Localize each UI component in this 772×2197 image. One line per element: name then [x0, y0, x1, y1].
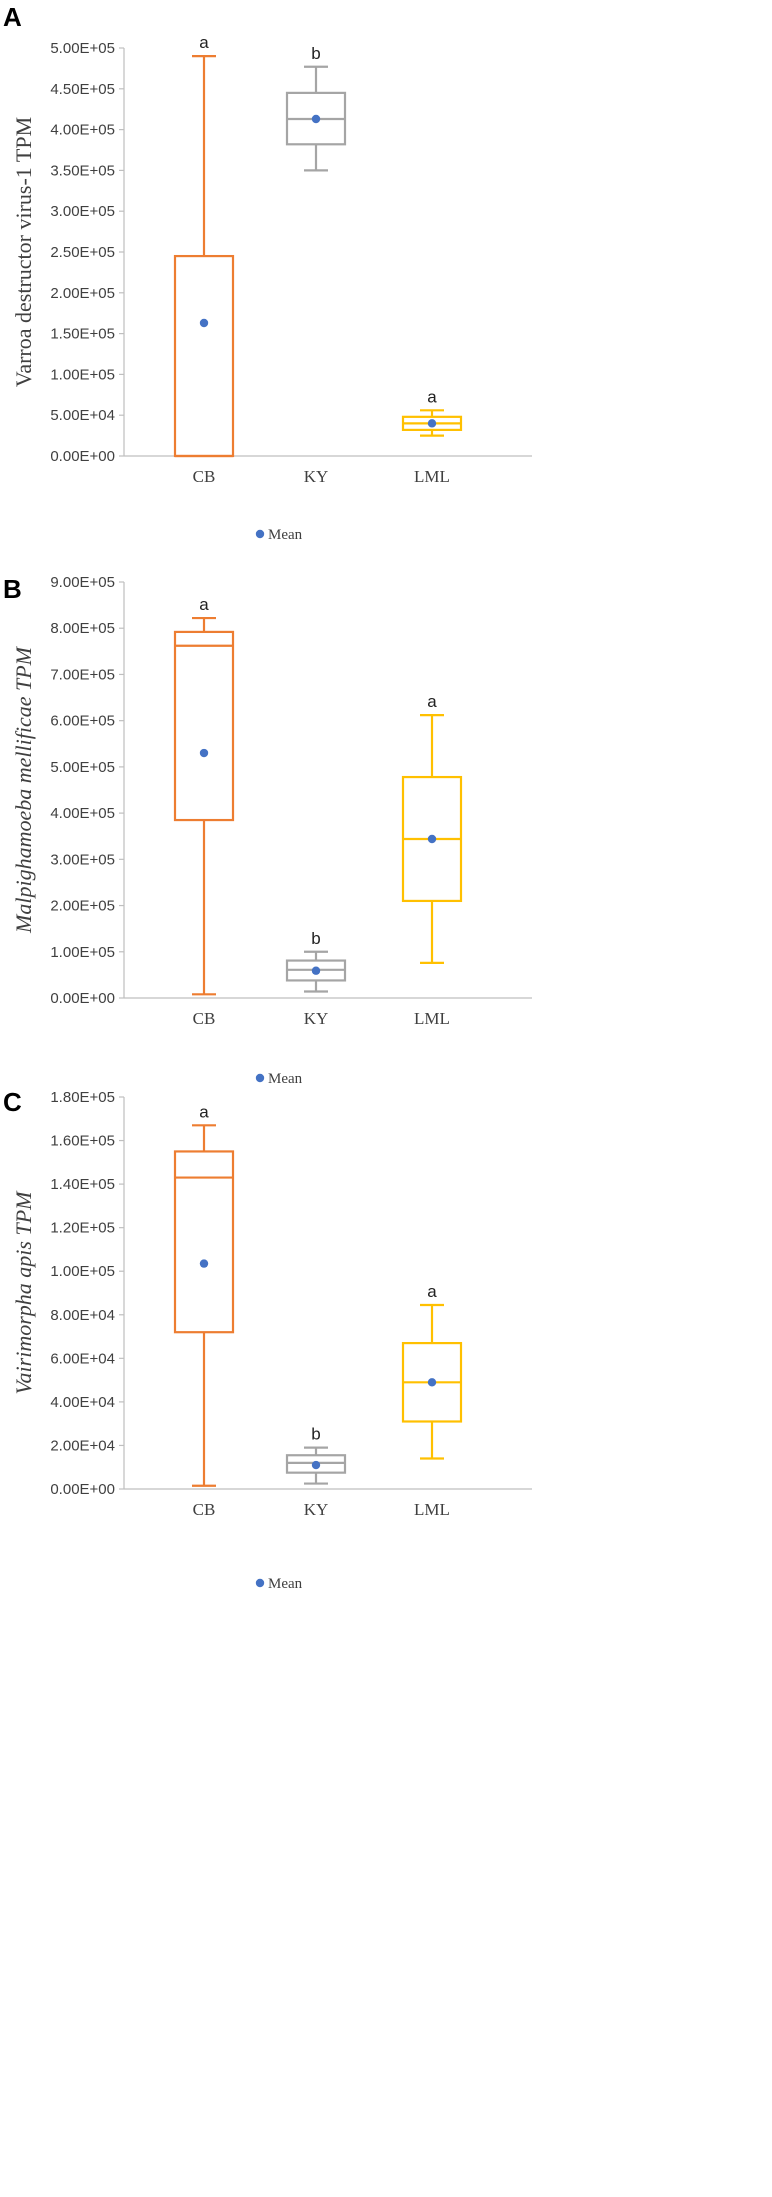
- y-tick-label: 1.40E+05: [50, 1176, 115, 1193]
- y-tick-label: 1.00E+05: [50, 1263, 115, 1280]
- y-tick-label: 5.00E+05: [50, 759, 115, 776]
- y-tick-label: 1.50E+05: [50, 326, 115, 343]
- y-tick-label: 1.80E+05: [50, 1089, 115, 1106]
- y-axis-title: Varroa destructor virus-1 TPM: [11, 117, 36, 387]
- y-tick-label: 7.00E+05: [50, 666, 115, 683]
- y-tick-label: 4.50E+05: [50, 81, 115, 98]
- y-tick-label: 2.00E+04: [50, 1437, 115, 1454]
- y-tick-label: 0.00E+00: [50, 1481, 115, 1498]
- y-tick-label: 9.00E+05: [50, 574, 115, 591]
- y-tick-label: 8.00E+05: [50, 620, 115, 637]
- significance-letter: a: [427, 387, 437, 406]
- legend: Mean: [255, 527, 303, 543]
- iqr-box: [173, 1150, 235, 1334]
- significance-letter: a: [199, 1102, 209, 1121]
- y-axis-title: Vairimorpha apis TPM: [11, 1190, 36, 1395]
- box-cb: a: [173, 1102, 235, 1487]
- y-tick-label: 8.00E+04: [50, 1307, 115, 1324]
- legend-mean-marker: [255, 1578, 265, 1588]
- box-lml: a: [401, 387, 463, 437]
- y-tick-label: 0.00E+00: [50, 448, 115, 465]
- mean-marker: [427, 1378, 437, 1387]
- mean-marker: [311, 114, 321, 124]
- legend-mean-label: Mean: [268, 1071, 303, 1087]
- x-category-label: CB: [193, 467, 216, 486]
- x-category-label: LML: [414, 1009, 450, 1028]
- x-category-label: LML: [414, 467, 450, 486]
- y-tick-label: 0.00E+00: [50, 990, 115, 1007]
- legend: Mean: [255, 1071, 303, 1087]
- x-category-label: KY: [304, 467, 329, 486]
- mean-marker: [199, 748, 209, 758]
- x-category-label: CB: [193, 1009, 216, 1028]
- mean-marker: [427, 419, 437, 428]
- box-cb: a: [173, 595, 235, 996]
- legend-mean-label: Mean: [268, 1576, 303, 1592]
- y-tick-label: 1.20E+05: [50, 1220, 115, 1237]
- box-ky: b: [285, 1425, 347, 1485]
- panel-c: C 0.00E+00 2.00E+04 4.00E+04 6.00E+04 8.00E+0…: [3, 1087, 532, 1592]
- x-category-label: CB: [193, 1500, 216, 1519]
- mean-marker: [427, 834, 437, 844]
- y-tick-label: 4.00E+05: [50, 122, 115, 139]
- significance-letter: b: [311, 929, 320, 948]
- y-tick-label: 2.00E+05: [50, 898, 115, 915]
- panel-letter: B: [3, 574, 22, 604]
- y-tick-label: 3.50E+05: [50, 162, 115, 179]
- legend-mean-label: Mean: [268, 527, 303, 543]
- y-tick-label: 3.00E+05: [50, 851, 115, 868]
- significance-letter: a: [199, 595, 209, 614]
- y-tick-label: 1.60E+05: [50, 1133, 115, 1150]
- box-lml: a: [401, 692, 463, 964]
- box-cb: a: [173, 33, 235, 458]
- iqr-box: [173, 630, 235, 822]
- y-tick-label: 1.00E+05: [50, 366, 115, 383]
- x-category-label: KY: [304, 1500, 329, 1519]
- iqr-box: [173, 254, 235, 458]
- significance-letter: b: [311, 1425, 320, 1444]
- mean-marker: [311, 1460, 321, 1470]
- significance-letter: a: [427, 1282, 437, 1301]
- y-tick-label: 6.00E+05: [50, 713, 115, 730]
- panel-b: B 0.00E+00 1.00E+05 2.00E+05 3.00E+05 4.00E+0…: [3, 574, 532, 1087]
- y-tick-label: 3.00E+05: [50, 203, 115, 220]
- x-category-label: KY: [304, 1009, 329, 1028]
- x-category-label: LML: [414, 1500, 450, 1519]
- significance-letter: b: [311, 44, 320, 63]
- y-tick-label: 5.00E+04: [50, 407, 115, 424]
- mean-marker: [311, 966, 321, 975]
- panel-letter: A: [3, 2, 22, 32]
- box-ky: b: [285, 929, 347, 993]
- box-ky: b: [285, 44, 347, 172]
- y-axis-title: Malpighamoeba mellificae TPM: [11, 645, 36, 934]
- legend: Mean: [255, 1576, 303, 1592]
- significance-letter: a: [199, 33, 209, 52]
- panel-letter: C: [3, 1087, 22, 1117]
- y-tick-label: 6.00E+04: [50, 1350, 115, 1367]
- panel-a: A 0.00E+00 5.00E+04 1.00E+05 1.50E+05 2.00E+0…: [3, 2, 532, 543]
- y-tick-label: 2.50E+05: [50, 244, 115, 261]
- significance-letter: a: [427, 692, 437, 711]
- y-tick-label: 1.00E+05: [50, 944, 115, 961]
- legend-mean-marker: [255, 1073, 265, 1083]
- box-lml: a: [401, 1282, 463, 1460]
- y-tick-label: 5.00E+05: [50, 40, 115, 57]
- mean-marker: [199, 318, 209, 328]
- mean-marker: [199, 1259, 209, 1268]
- y-tick-label: 4.00E+05: [50, 805, 115, 822]
- y-tick-label: 4.00E+04: [50, 1394, 115, 1411]
- legend-mean-marker: [255, 529, 265, 539]
- y-tick-label: 2.00E+05: [50, 285, 115, 302]
